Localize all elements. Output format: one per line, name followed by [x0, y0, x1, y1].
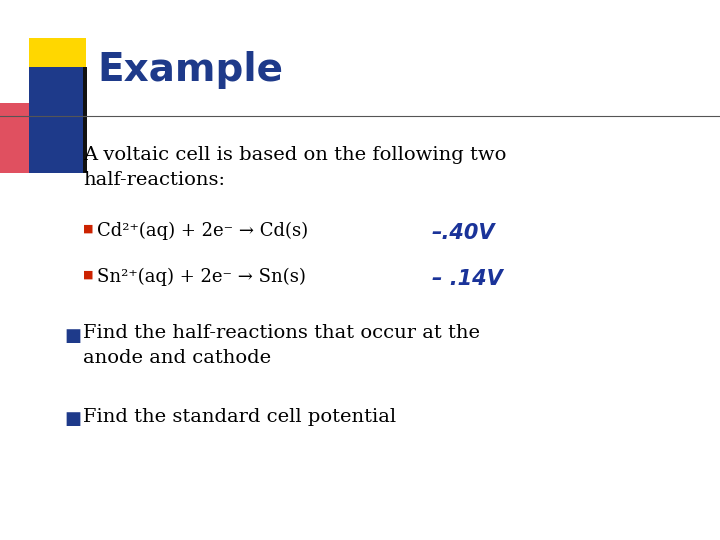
- Bar: [29, 38, 86, 108]
- Text: –.40V: –.40V: [432, 223, 495, 243]
- Text: A voltaic cell is based on the following two
half-reactions:: A voltaic cell is based on the following…: [83, 146, 506, 189]
- Text: ■: ■: [65, 410, 82, 428]
- Text: Find the standard cell potential: Find the standard cell potential: [83, 408, 396, 426]
- Text: ■: ■: [83, 270, 94, 280]
- Bar: [84, 68, 88, 173]
- Text: ■: ■: [65, 148, 82, 166]
- Text: ■: ■: [83, 224, 94, 234]
- Text: Sn²⁺(aq) + 2e⁻ → Sn(s): Sn²⁺(aq) + 2e⁻ → Sn(s): [97, 267, 306, 286]
- Bar: [29, 68, 83, 173]
- Text: Find the half-reactions that occur at the
anode and cathode: Find the half-reactions that occur at th…: [83, 324, 480, 367]
- Text: – .14V: – .14V: [432, 269, 503, 289]
- Text: ■: ■: [65, 327, 82, 345]
- Text: Cd²⁺(aq) + 2e⁻ → Cd(s): Cd²⁺(aq) + 2e⁻ → Cd(s): [97, 221, 308, 240]
- Text: Example: Example: [97, 51, 283, 89]
- Bar: [0, 103, 40, 173]
